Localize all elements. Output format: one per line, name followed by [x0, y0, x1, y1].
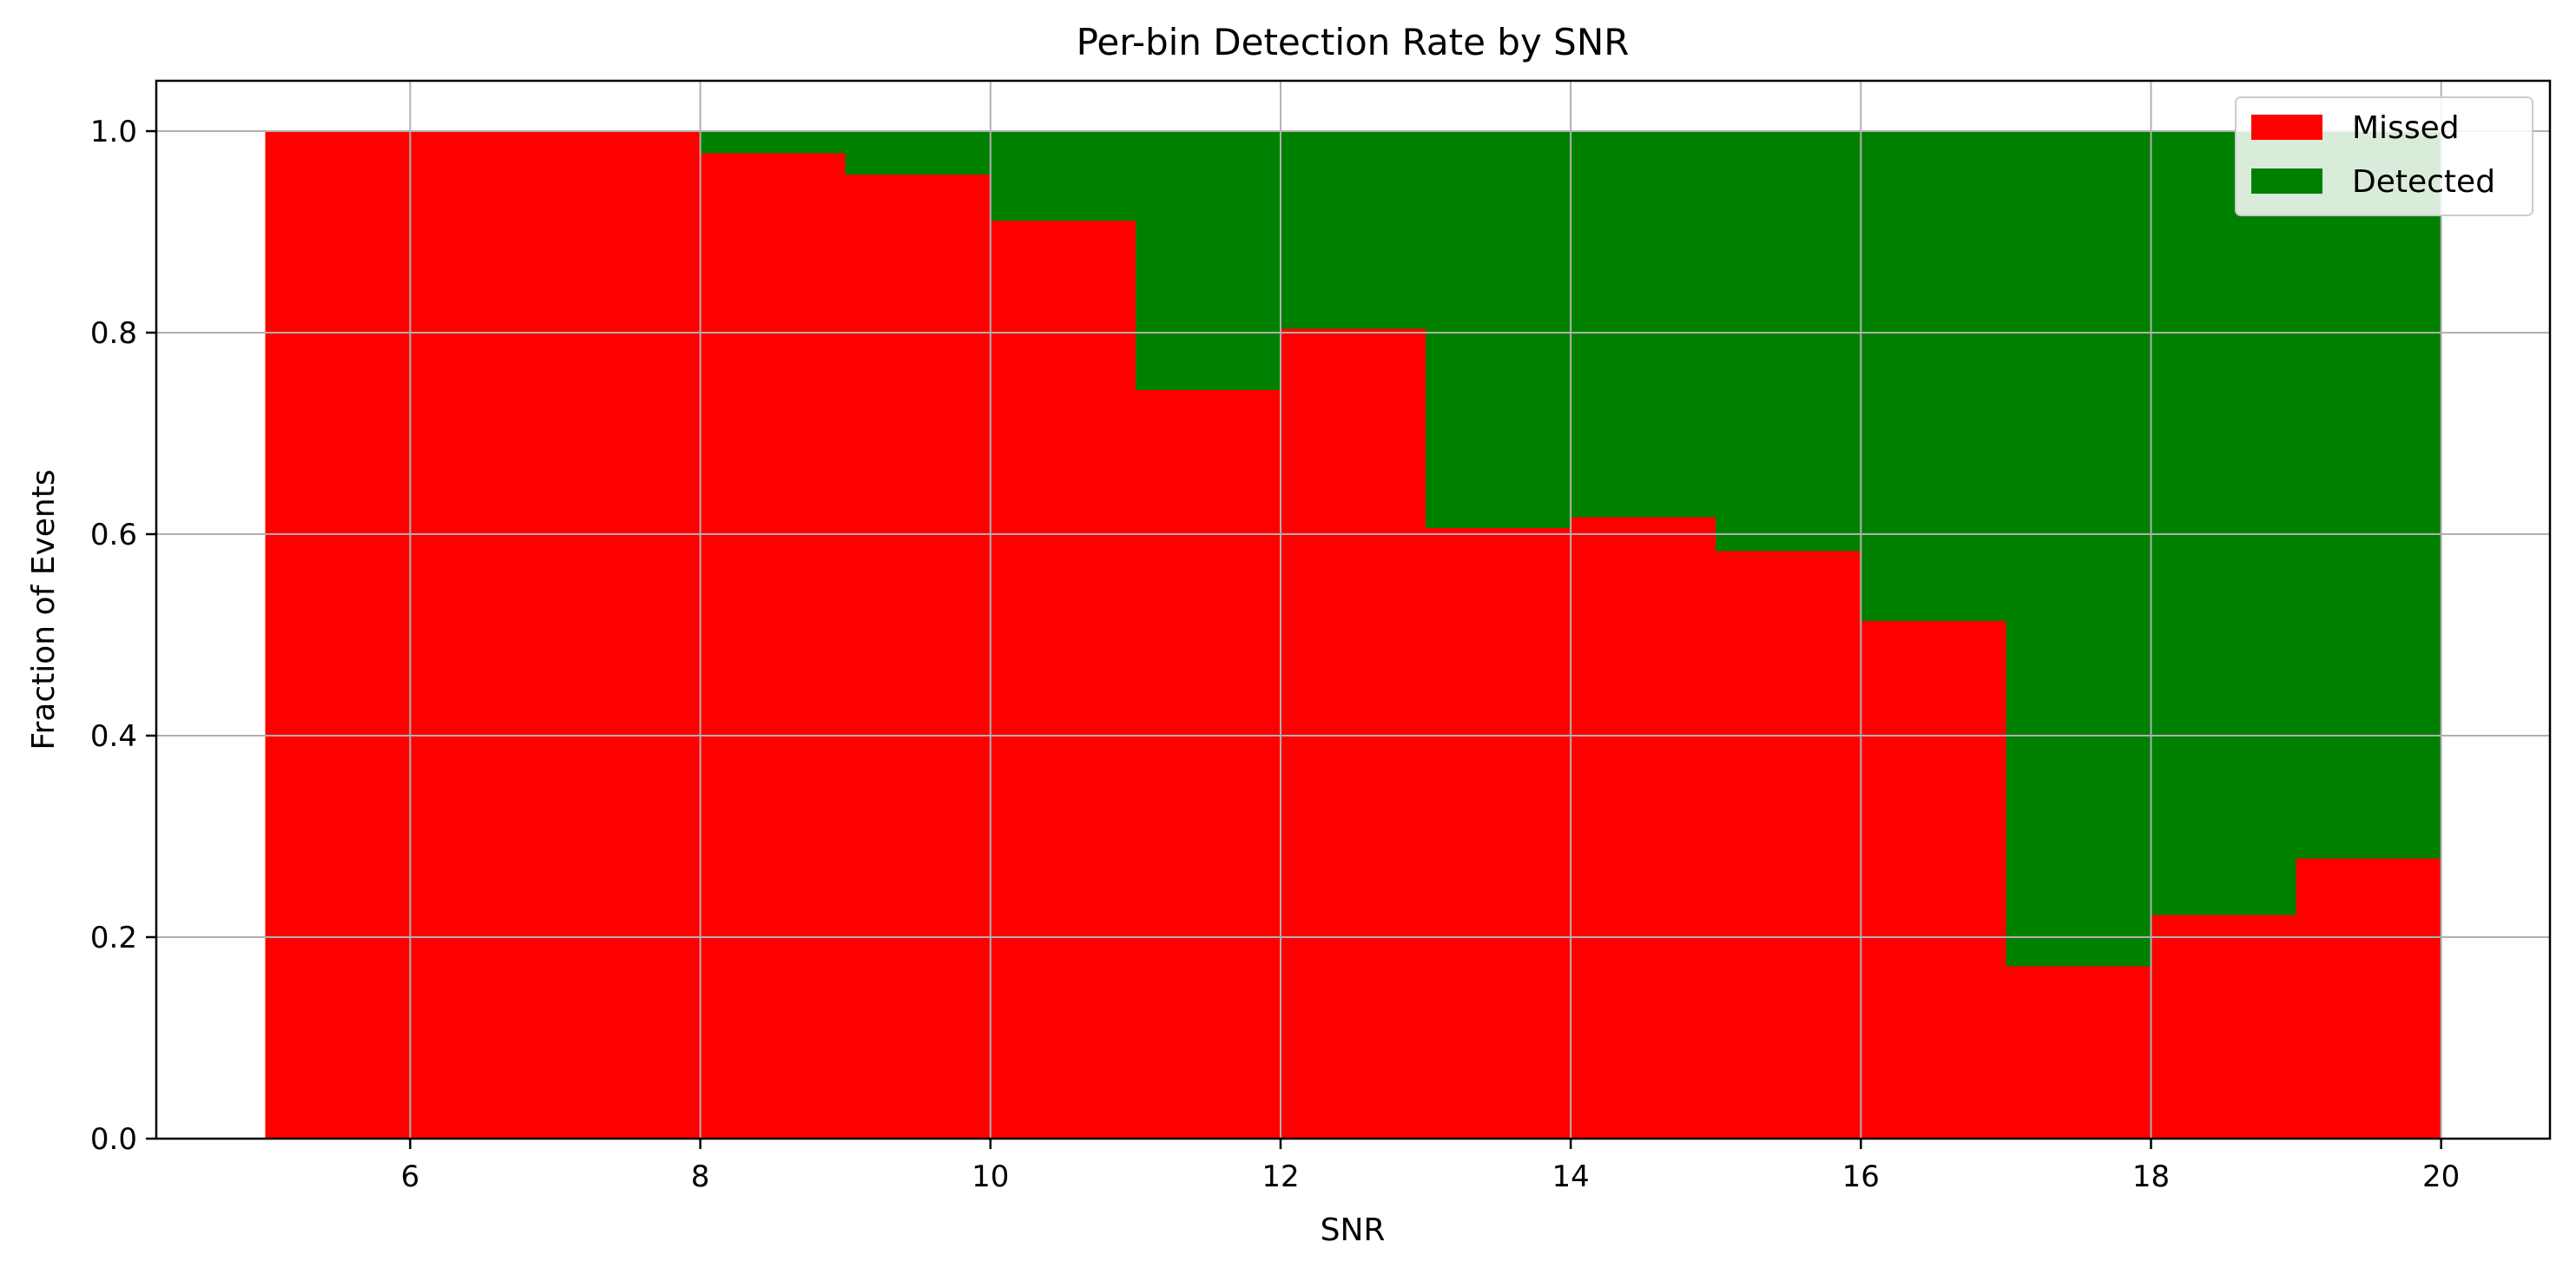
bar-detected-12	[2006, 131, 2151, 967]
bar-missed-1	[410, 131, 556, 1139]
y-tick-label-1: 0.2	[90, 921, 137, 955]
bar-detected-6	[1135, 131, 1281, 391]
legend-swatch-detected	[2251, 168, 2322, 194]
bar-missed-2	[555, 131, 701, 1139]
y-tick-label-5: 1.0	[90, 115, 137, 149]
bar-missed-10	[1716, 551, 1861, 1139]
x-tick-label-2: 10	[972, 1159, 1009, 1194]
x-axis-label: SNR	[1321, 1212, 1386, 1248]
legend: Missed Detected	[2235, 96, 2533, 216]
y-axis-label: Fraction of Events	[26, 469, 62, 750]
bar-missed-9	[1571, 517, 1716, 1139]
x-tick-label-6: 18	[2132, 1159, 2170, 1194]
legend-swatch-missed	[2251, 115, 2322, 140]
bar-detected-10	[1716, 131, 1861, 552]
x-tick-label-3: 12	[1262, 1159, 1299, 1194]
y-tick-label-2: 0.4	[90, 719, 137, 754]
y-tick-label-3: 0.6	[90, 518, 137, 552]
plot-frame	[155, 79, 2552, 1140]
bar-missed-11	[1861, 620, 2006, 1139]
bar-detected-7	[1280, 131, 1426, 329]
x-tick-label-0: 6	[401, 1159, 420, 1194]
x-tick-label-4: 14	[1552, 1159, 1590, 1194]
bar-missed-14	[2296, 858, 2441, 1139]
ticks-layer: 6 8 10 12 14 16 18 20 0.0 0.2 0.4 0.6 0.8 1.0	[90, 115, 2460, 1194]
chart-title: Per-bin Detection Rate by SNR	[1077, 21, 1630, 63]
y-tick-label-4: 0.8	[90, 316, 137, 351]
bar-detected-8	[1426, 131, 1571, 529]
bar-missed-7	[1280, 328, 1426, 1139]
y-tick-label-0: 0.0	[90, 1122, 137, 1157]
bar-missed-13	[2151, 915, 2296, 1139]
bars-layer	[265, 131, 2441, 1140]
bar-missed-5	[990, 221, 1136, 1140]
bar-missed-4	[845, 174, 991, 1139]
bar-missed-6	[1135, 390, 1281, 1139]
x-tick-label-5: 16	[1842, 1159, 1880, 1194]
bar-detected-4	[845, 131, 991, 175]
x-tick-label-7: 20	[2422, 1159, 2460, 1194]
bar-detected-11	[1861, 131, 2006, 621]
bar-missed-12	[2006, 966, 2151, 1139]
bar-detected-13	[2151, 131, 2296, 915]
bar-missed-8	[1426, 528, 1571, 1139]
bar-missed-3	[700, 153, 846, 1139]
bar-detected-9	[1571, 131, 1716, 518]
bar-missed-0	[265, 131, 411, 1139]
legend-label-detected: Detected	[2352, 164, 2495, 200]
bar-detected-5	[990, 131, 1136, 221]
bar-detected-3	[700, 131, 846, 154]
bar-detected-14	[2296, 131, 2441, 859]
legend-label-missed: Missed	[2352, 110, 2460, 146]
x-tick-label-1: 8	[691, 1159, 710, 1194]
